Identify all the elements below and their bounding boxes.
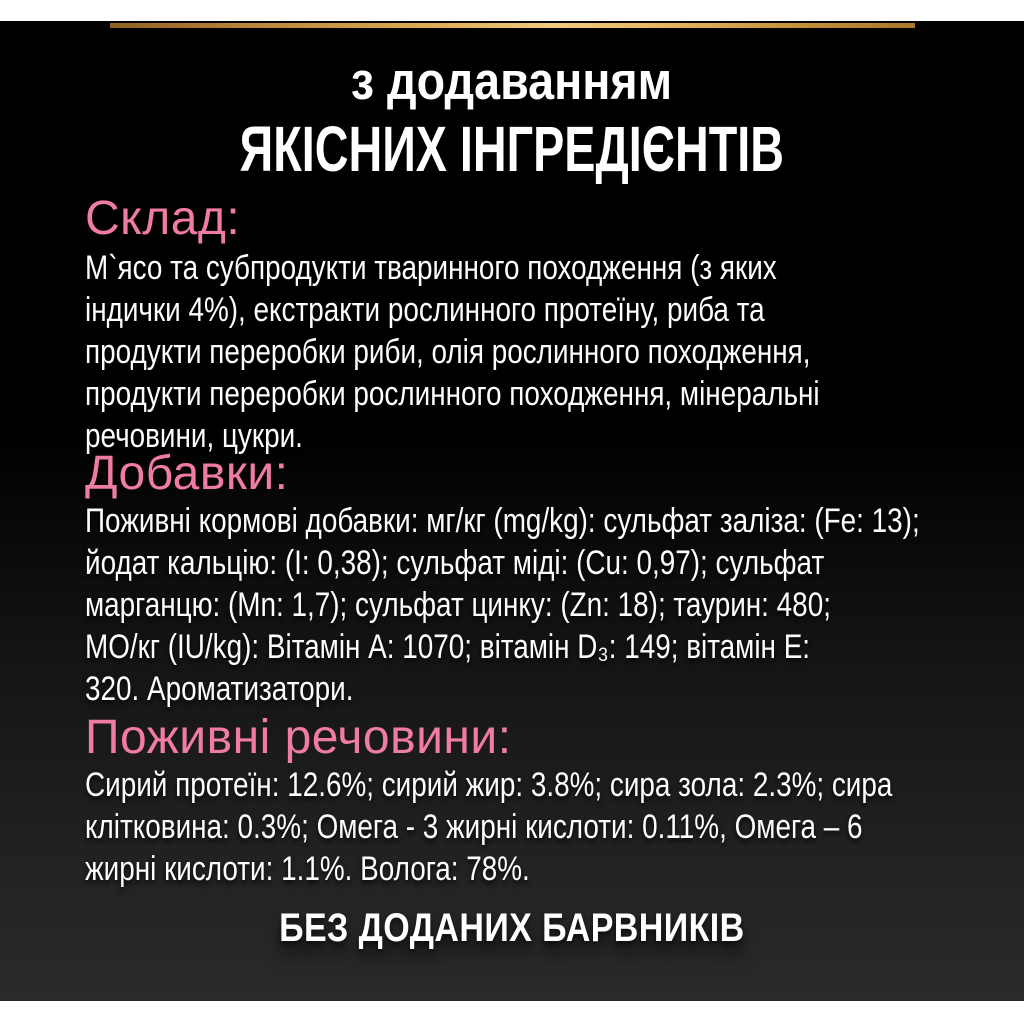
section-text-additives: Поживні кормові добавки: мг/кг (mg/kg): …: [85, 502, 920, 708]
section-text-composition: М`ясо та субпродукти тваринного походжен…: [85, 249, 820, 455]
page-title-line-2: ЯКІСНИХ ІНГРЕДІЄНТІВ: [239, 113, 785, 185]
section-heading-additives: Добавки:: [85, 447, 289, 500]
top-white-strip: [0, 0, 1024, 21]
footer-claim-text: БЕЗ ДОДАНИХ БАРВНИКІВ: [279, 906, 745, 950]
gold-divider: [110, 23, 915, 28]
bottom-white-strip: [0, 1001, 1024, 1024]
label-content-area: з додаванням ЯКІСНИХ ІНГРЕДІЄНТІВ Склад:…: [0, 21, 1024, 1001]
page-title: з додаванням ЯКІСНИХ ІНГРЕДІЄНТІВ: [0, 55, 1024, 181]
section-heading-nutrients: Поживні речовини:: [85, 711, 512, 764]
section-heading-composition: Склад:: [85, 192, 241, 245]
footer-claim: БЕЗ ДОДАНИХ БАРВНИКІВ: [0, 906, 1024, 951]
page-title-line-1: з додаванням: [351, 52, 673, 111]
section-text-nutrients: Сирий протеїн: 12.6%; сирий жир: 3.8%; с…: [85, 766, 893, 888]
